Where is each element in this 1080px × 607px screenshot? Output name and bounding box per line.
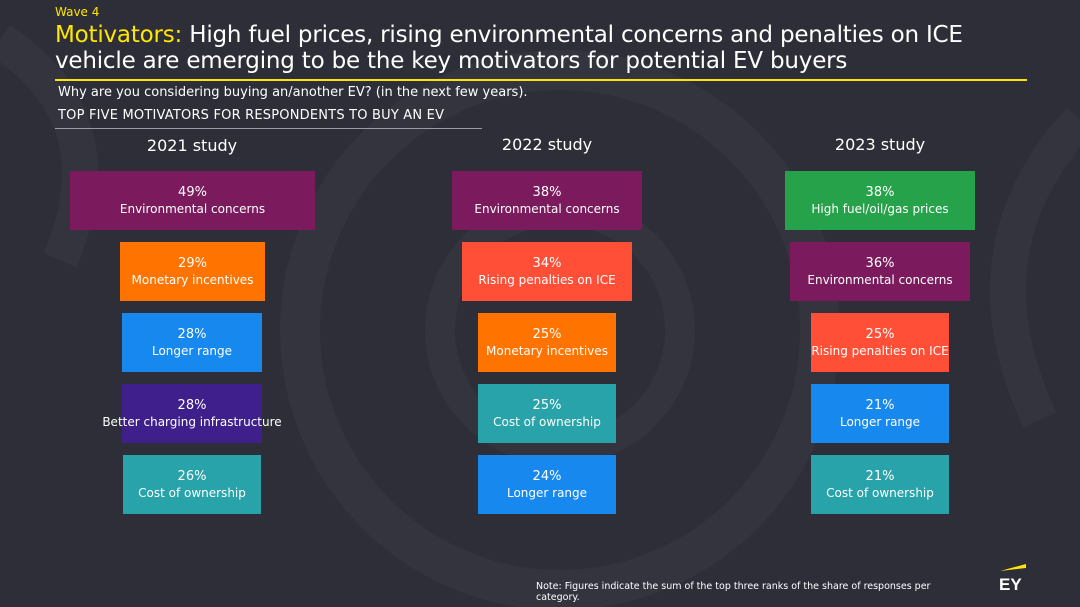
funnel-bar: 21% Cost of ownership xyxy=(811,455,949,514)
survey-question: Why are you considering buying an/anothe… xyxy=(58,85,528,100)
bar-category-label: Cost of ownership xyxy=(826,486,934,500)
study-title-1: 2021 study xyxy=(146,136,238,155)
funnel-bar: 28% Longer range xyxy=(122,313,262,372)
bar-category-label: High fuel/oil/gas prices xyxy=(811,202,949,216)
funnel-bar: 26% Cost of ownership xyxy=(123,455,261,514)
bar-value-label: 38% xyxy=(532,185,562,200)
bar-category-label: Monetary incentives xyxy=(486,344,608,358)
study-title-2: 2022 study xyxy=(501,135,593,154)
funnel-bar: 38% High fuel/oil/gas prices xyxy=(785,171,975,230)
bar-category-label: Environmental concerns xyxy=(474,202,620,216)
bar-value-label: 34% xyxy=(532,256,562,271)
bar-value-label: 36% xyxy=(865,256,895,271)
footnote: Note: Figures indicate the sum of the to… xyxy=(536,581,931,603)
bar-value-label: 28% xyxy=(177,327,207,342)
bar-category-label: Cost of ownership xyxy=(493,415,601,429)
funnel-bar: 28% Better charging infrastructure xyxy=(102,384,282,443)
page-title: Motivators: High fuel prices, rising env… xyxy=(55,22,1045,74)
bar-category-label: Longer range xyxy=(506,486,588,500)
funnel-bar: 34% Rising penalties on ICE xyxy=(462,242,632,301)
bar-category-label: Rising penalties on ICE xyxy=(478,273,616,287)
subheading-divider xyxy=(55,128,482,129)
bar-value-label: 26% xyxy=(177,469,207,484)
study-title-3: 2023 study xyxy=(834,135,926,154)
bar-value-label: 24% xyxy=(532,469,562,484)
ey-logo-text: EY xyxy=(999,575,1022,593)
funnel-bar: 38% Environmental concerns xyxy=(452,171,642,230)
funnel-bar: 24% Longer range xyxy=(478,455,616,514)
funnel-bar: 25% Monetary incentives xyxy=(478,313,616,372)
bar-value-label: 38% xyxy=(865,185,895,200)
funnel-bar: 21% Longer range xyxy=(811,384,949,443)
bar-value-label: 25% xyxy=(865,327,895,342)
bar-value-label: 25% xyxy=(532,398,562,413)
bar-category-label: Cost of ownership xyxy=(138,486,246,500)
funnel-bar: 29% Monetary incentives xyxy=(120,242,265,301)
wave-label: Wave 4 xyxy=(55,5,100,19)
bar-value-label: 49% xyxy=(178,185,207,200)
funnel-bar: 49% Environmental concerns xyxy=(70,171,315,230)
ey-logo-icon: EY xyxy=(999,564,1026,593)
bar-value-label: 21% xyxy=(865,469,895,484)
bar-category-label: Better charging infrastructure xyxy=(102,415,282,429)
bar-category-label: Environmental concerns xyxy=(807,273,953,287)
title-text: High fuel prices, rising environmental c… xyxy=(55,22,963,74)
bar-category-label: Environmental concerns xyxy=(119,202,266,216)
bar-category-label: Longer range xyxy=(151,344,233,358)
funnel-bar: 36% Environmental concerns xyxy=(790,242,970,301)
funnel-bar: 25% Rising penalties on ICE xyxy=(811,313,949,372)
bar-category-label: Rising penalties on ICE xyxy=(811,344,949,358)
bar-category-label: Monetary incentives xyxy=(131,273,254,287)
bar-category-label: Longer range xyxy=(839,415,921,429)
chart-subheading: TOP FIVE MOTIVATORS FOR RESPONDENTS TO B… xyxy=(58,108,445,123)
bar-value-label: 25% xyxy=(532,327,562,342)
title-divider xyxy=(55,79,1027,81)
title-highlight: Motivators: xyxy=(55,22,183,48)
bar-value-label: 29% xyxy=(178,256,207,271)
bar-value-label: 21% xyxy=(865,398,895,413)
funnel-bar: 25% Cost of ownership xyxy=(478,384,616,443)
bar-value-label: 28% xyxy=(177,398,207,413)
